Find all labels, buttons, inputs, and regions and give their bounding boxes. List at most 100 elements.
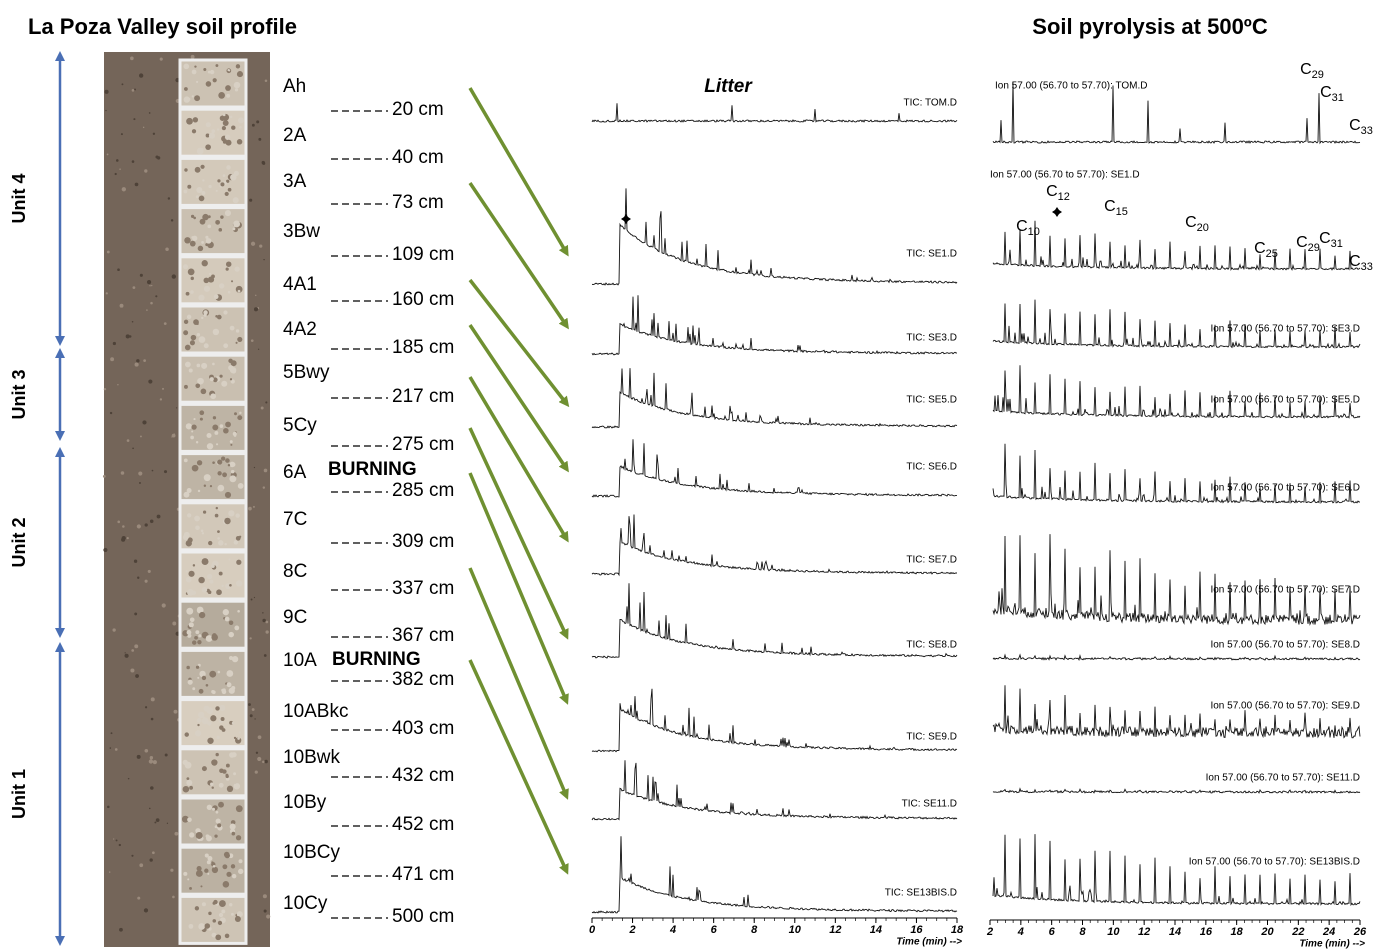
pebble <box>210 393 217 400</box>
pebble <box>197 489 201 493</box>
axis-label: Time (min) --> <box>896 937 962 948</box>
gravel <box>257 348 260 350</box>
gravel <box>134 644 139 649</box>
pebble <box>224 616 230 622</box>
pebble <box>207 224 212 229</box>
pebble <box>228 510 235 517</box>
pebble <box>217 537 220 540</box>
pebble <box>203 285 211 292</box>
pebble <box>196 363 201 368</box>
gravel <box>121 83 124 86</box>
pebble <box>211 932 217 938</box>
pebble <box>233 170 239 176</box>
compound-base: C <box>1185 214 1197 231</box>
gravel <box>146 309 148 311</box>
pebble <box>237 117 244 124</box>
pebble <box>205 144 211 150</box>
gravel <box>139 273 143 277</box>
pebble <box>218 900 226 907</box>
pebble <box>206 804 213 810</box>
gravel <box>150 717 154 721</box>
compound-label: C31 <box>1319 230 1343 250</box>
link-arrow <box>468 567 569 800</box>
pebble <box>191 129 197 134</box>
horizon-name: 9C <box>283 607 307 628</box>
pebble <box>195 665 200 669</box>
horizon-name: 2A <box>283 125 307 146</box>
tic-trace <box>591 103 958 123</box>
ion-trace <box>992 653 1361 661</box>
pebble <box>191 424 197 430</box>
tic-trace <box>591 295 958 356</box>
pebble <box>184 732 189 737</box>
pebble <box>205 683 209 687</box>
pebble <box>225 261 232 267</box>
horizon-name: 5Cy <box>283 415 317 436</box>
horizon-depth: 500 cm <box>392 906 454 927</box>
pebble <box>220 182 225 187</box>
tick-label: 6 <box>711 924 718 936</box>
link-arrow <box>468 324 569 473</box>
gravel <box>263 468 268 473</box>
pebble <box>223 310 228 315</box>
pebble <box>184 168 188 172</box>
pebble <box>226 871 232 877</box>
horizon-depth: 382 cm <box>392 669 454 690</box>
pebble <box>188 268 193 274</box>
pebble <box>212 919 217 923</box>
pebble <box>201 260 208 267</box>
ion-label: Ion 57.00 (56.70 to 57.70): SE11.D <box>1206 773 1360 784</box>
pebble <box>222 609 229 616</box>
pebble <box>192 235 198 241</box>
pebble <box>198 611 206 619</box>
gravel <box>143 908 149 913</box>
pebble <box>196 866 202 872</box>
horizon-depth: 160 cm <box>392 289 454 310</box>
gravel <box>133 559 138 563</box>
pebble <box>218 912 224 918</box>
gravel <box>113 838 115 840</box>
tick-label: 4 <box>669 924 676 936</box>
ion-trace <box>992 220 1361 271</box>
gravel <box>259 244 263 248</box>
gravel <box>121 537 126 542</box>
pebble <box>222 174 226 177</box>
gravel <box>121 187 127 192</box>
pebble <box>194 635 198 640</box>
ion-label: Ion 57.00 (56.70 to 57.70): SE13BIS.D <box>1189 857 1360 868</box>
pebble <box>222 769 227 774</box>
pebble <box>233 736 237 740</box>
ion-trace <box>992 82 1361 145</box>
pebble <box>231 280 234 283</box>
pebble <box>233 782 241 790</box>
pebble <box>194 166 201 173</box>
gravel <box>137 896 141 900</box>
gravel <box>146 280 152 285</box>
gravel <box>125 334 130 339</box>
pebble <box>198 688 204 694</box>
pebble <box>189 240 196 247</box>
pebble <box>190 290 194 294</box>
pebble <box>229 475 237 483</box>
pebble <box>184 87 188 91</box>
gravel <box>124 652 126 654</box>
pebble <box>238 731 241 734</box>
pebble <box>183 491 190 498</box>
gravel <box>254 718 256 720</box>
pebble <box>224 491 232 498</box>
tick-label: 26 <box>1353 926 1367 938</box>
gravel <box>149 756 154 760</box>
gravel <box>251 708 255 711</box>
gravel <box>257 756 262 762</box>
tick-label: 4 <box>1017 926 1024 938</box>
pebble <box>221 909 226 914</box>
gravel <box>152 132 156 135</box>
pebble <box>218 91 226 99</box>
pebble <box>212 362 215 366</box>
pebble <box>200 529 204 533</box>
pebble <box>189 340 195 346</box>
pebble <box>188 570 195 577</box>
pebble <box>186 665 190 670</box>
horizon-name: 10A <box>283 650 317 671</box>
pebble <box>196 80 199 83</box>
